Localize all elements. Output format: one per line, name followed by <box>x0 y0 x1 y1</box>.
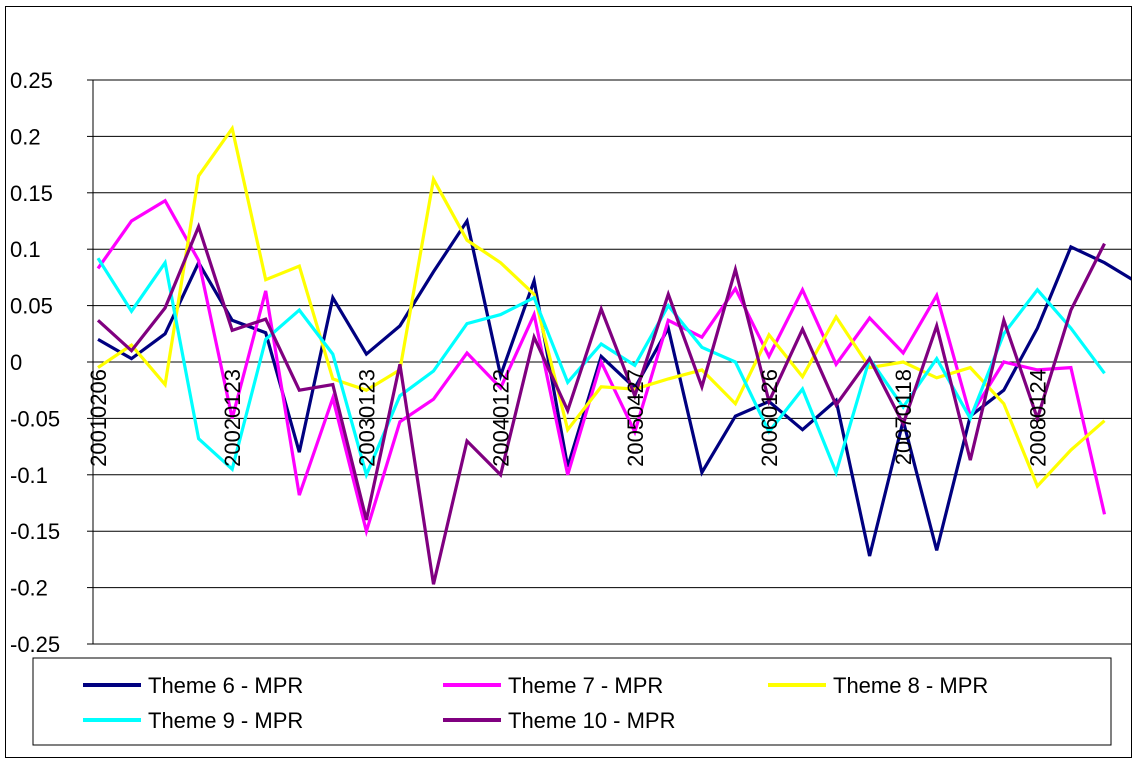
y-tick-label: 0.15 <box>10 181 53 206</box>
y-tick-label: 0.05 <box>10 294 53 319</box>
series-line-theme-10-mpr <box>96 221 1106 585</box>
legend: Theme 6 - MPR Theme 7 - MPR Theme 8 - MPR T… <box>32 657 1112 746</box>
line-chart: 0.25 0.2 0.15 0.1 0.05 0 -0.05 -0.1 -0.15 -0.2 -0.… <box>10 68 1137 746</box>
series-line-theme-7-mpr <box>96 198 1107 538</box>
x-tick-label: 20060126 <box>757 369 782 467</box>
axes: 0.25 0.2 0.15 0.1 0.05 0 -0.05 -0.1 -0.15 -0.2 -0.… <box>10 68 94 657</box>
y-tick-label: -0.2 <box>10 576 48 601</box>
y-tick-label: 0 <box>10 350 22 375</box>
x-tick-label: 20030123 <box>354 369 379 467</box>
x-tick-labels: 20010206 20020123 20030123 20040122 20050427… <box>86 369 1050 467</box>
y-tick-label: -0.05 <box>10 406 60 431</box>
legend-label: Theme 8 - MPR <box>833 673 988 698</box>
y-tick-label: 0.1 <box>10 237 41 262</box>
grid-lines <box>93 79 1133 645</box>
series-line-theme-9-mpr <box>96 257 1106 480</box>
y-tick-label: -0.25 <box>10 632 60 657</box>
x-tick-label: 20040122 <box>489 369 514 467</box>
legend-label: Theme 6 - MPR <box>148 673 303 698</box>
x-tick-label: 20080124 <box>1025 369 1050 467</box>
chart-frame: 0.25 0.2 0.15 0.1 0.05 0 -0.05 -0.1 -0.15 -0.2 -0.… <box>5 6 1137 758</box>
x-tick-label: 20050427 <box>623 369 648 467</box>
series-line-theme-8-mpr <box>97 124 1106 490</box>
y-tick-label: -0.1 <box>10 463 48 488</box>
legend-label: Theme 7 - MPR <box>508 673 663 698</box>
x-tick-label: 20070118 <box>891 369 916 465</box>
legend-label: Theme 10 - MPR <box>508 708 676 733</box>
y-tick-label: -0.15 <box>10 519 60 544</box>
legend-label: Theme 9 - MPR <box>148 708 303 733</box>
series-lines <box>96 124 1137 585</box>
legend-box <box>32 657 1112 746</box>
x-tick-label: 20020123 <box>220 369 245 467</box>
y-tick-label: 0.2 <box>10 124 41 149</box>
y-tick-label: 0.25 <box>10 68 53 93</box>
x-tick-label: 20010206 <box>86 369 111 467</box>
